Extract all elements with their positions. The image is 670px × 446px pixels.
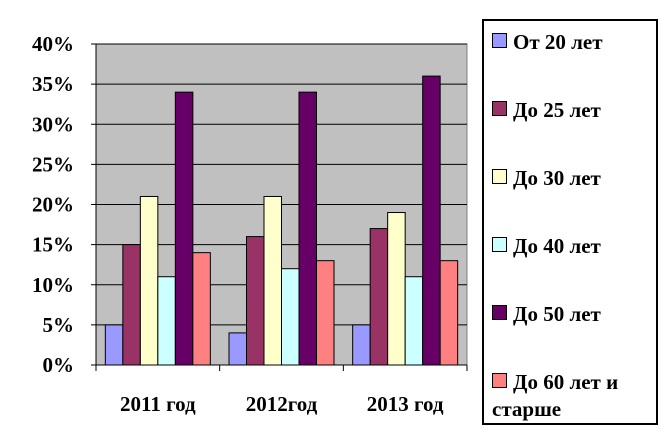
x-tick-label: 2012год	[246, 392, 318, 416]
legend-label-4: До 50 лет	[513, 302, 601, 326]
y-tick-label: 20%	[32, 193, 74, 217]
bar-0-1	[228, 332, 247, 366]
y-tick-label: 30%	[32, 112, 74, 136]
y-tick-label: 35%	[32, 72, 74, 96]
legend-label-1: До 25 лет	[513, 98, 601, 122]
legend-item-5: До 60 лет и	[492, 370, 618, 395]
bar-4-1	[298, 91, 317, 366]
legend-swatch-2	[492, 169, 507, 184]
y-tick-label: 40%	[32, 32, 74, 56]
bar-3-0	[157, 276, 176, 366]
bar-0-0	[104, 324, 124, 366]
legend-item-5-cont: старше	[492, 397, 561, 422]
bar-5-0	[192, 252, 211, 366]
legend-label-2: До 30 лет	[513, 166, 601, 190]
legend-label-0: От 20 лет	[513, 30, 603, 54]
legend-label-5-cont: старше	[492, 397, 562, 421]
bar-5-1	[316, 260, 335, 366]
bar-0-2	[352, 324, 371, 366]
legend-item-3: До 40 лет	[492, 234, 601, 259]
bar-1-0	[122, 244, 141, 366]
legend-swatch-3	[492, 237, 507, 252]
bar-1-2	[369, 228, 389, 366]
legend-swatch-1	[492, 101, 507, 116]
bar-2-2	[387, 212, 406, 366]
y-tick-label: 10%	[32, 273, 74, 297]
bar-4-0	[174, 91, 194, 366]
legend-item-4: До 50 лет	[492, 302, 601, 327]
legend-label-5: До 60 лет и	[513, 370, 619, 394]
legend-item-1: До 25 лет	[492, 98, 601, 123]
bar-3-2	[404, 276, 424, 366]
bar-4-2	[422, 75, 441, 366]
legend-item-0: От 20 лет	[492, 30, 603, 55]
legend-item-2: До 30 лет	[492, 166, 601, 191]
bar-5-2	[439, 260, 459, 366]
chart-legend: От 20 лет До 25 лет До 30 лет До 40 лет …	[482, 19, 658, 425]
legend-swatch-0	[492, 33, 507, 48]
y-tick-label: 0%	[43, 353, 75, 377]
legend-swatch-4	[492, 305, 507, 320]
bar-3-1	[281, 268, 300, 366]
bar-1-1	[246, 236, 265, 366]
legend-label-3: До 40 лет	[513, 234, 601, 258]
y-tick-label: 5%	[43, 313, 75, 337]
y-tick-label: 25%	[32, 152, 74, 176]
y-tick-label: 15%	[32, 233, 74, 257]
bar-2-0	[139, 195, 159, 366]
x-tick-label: 2013 год	[367, 392, 444, 416]
x-tick-label: 2011 год	[120, 392, 196, 416]
legend-swatch-5	[492, 373, 507, 388]
bar-2-1	[263, 195, 282, 366]
